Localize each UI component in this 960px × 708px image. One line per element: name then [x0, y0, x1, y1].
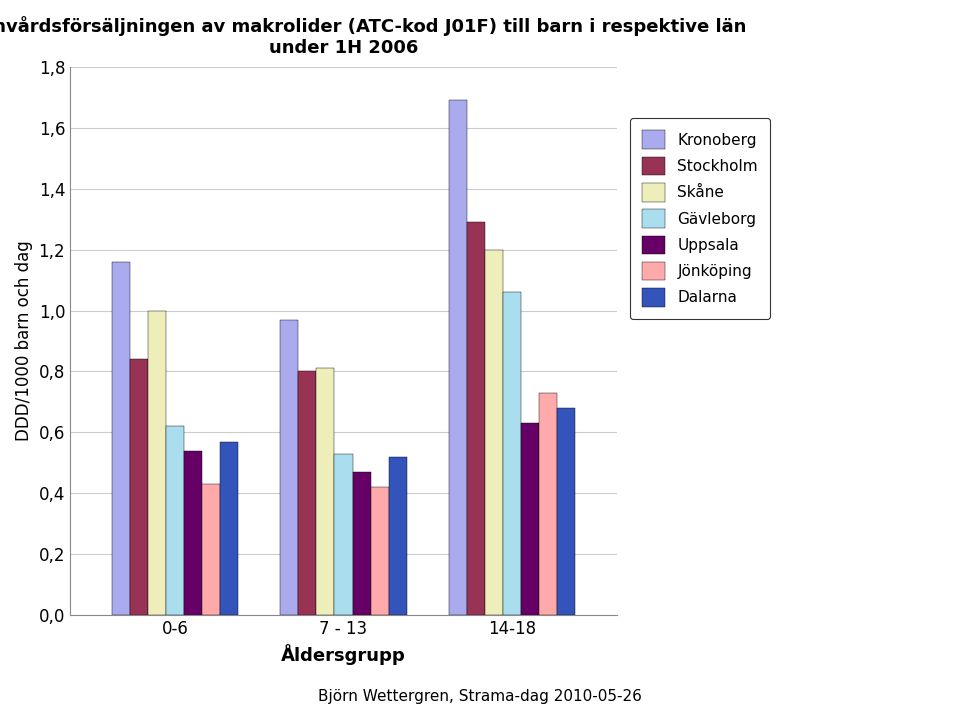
Bar — [184, 451, 203, 615]
Bar — [203, 484, 221, 615]
Bar — [221, 442, 238, 615]
Bar — [166, 426, 184, 615]
Y-axis label: DDD/1000 barn och dag: DDD/1000 barn och dag — [15, 241, 33, 441]
Bar — [503, 292, 521, 615]
Bar — [448, 101, 467, 615]
Bar — [299, 372, 317, 615]
Bar — [352, 472, 371, 615]
Bar — [485, 249, 503, 615]
Bar — [148, 311, 166, 615]
Bar — [521, 423, 539, 615]
Bar — [467, 222, 485, 615]
Bar — [280, 319, 299, 615]
Bar — [371, 487, 389, 615]
Text: Björn Wettergren, Strama-dag 2010-05-26: Björn Wettergren, Strama-dag 2010-05-26 — [318, 689, 642, 704]
X-axis label: Åldersgrupp: Åldersgrupp — [281, 644, 406, 665]
Bar — [130, 359, 148, 615]
Title: Öppenvårdsförsäljningen av makrolider (ATC-kod J01F) till barn i respektive län
: Öppenvårdsförsäljningen av makrolider (A… — [0, 15, 747, 57]
Bar — [317, 368, 334, 615]
Bar — [539, 393, 557, 615]
Bar — [557, 408, 575, 615]
Bar — [111, 262, 130, 615]
Bar — [334, 454, 352, 615]
Bar — [389, 457, 407, 615]
Legend: Kronoberg, Stockholm, Skåne, Gävleborg, Uppsala, Jönköping, Dalarna: Kronoberg, Stockholm, Skåne, Gävleborg, … — [630, 118, 770, 319]
